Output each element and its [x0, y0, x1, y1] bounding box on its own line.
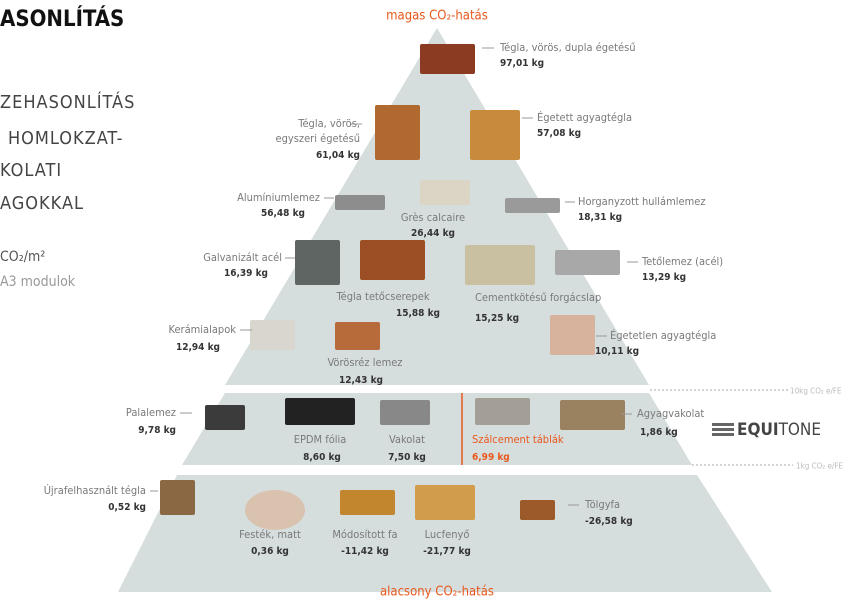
material-label: Vakolat — [389, 433, 425, 446]
material-label: Palalemez — [126, 406, 176, 419]
logo: EQUITONE — [712, 420, 821, 440]
logo-stripe — [712, 428, 734, 431]
material-image — [340, 490, 395, 515]
material-image — [420, 44, 475, 74]
bottom-label: alacsony CO₂-hatás — [380, 585, 494, 600]
material-value: -11,42 kg — [341, 546, 389, 557]
material-value: 7,50 kg — [388, 452, 426, 463]
material-label: Égetett agyagtégla — [537, 111, 632, 124]
material-label: Égetetlen agyagtégla — [610, 329, 716, 342]
material-value: 56,48 kg — [261, 208, 305, 219]
material-label: Alumíniumlemez — [237, 191, 320, 204]
threshold-label: 10kg CO₂ e/FE — [790, 387, 842, 396]
material-image — [560, 400, 625, 430]
material-label: Tölgyfa — [584, 498, 620, 511]
modules: A3 modulok — [0, 274, 76, 290]
material-value: 57,08 kg — [537, 128, 581, 139]
material-value: 10,11 kg — [595, 346, 639, 357]
material-image — [245, 490, 305, 530]
material-value: 26,44 kg — [411, 228, 455, 239]
material-value: 61,04 kg — [316, 150, 360, 161]
material-image — [250, 320, 295, 350]
material-label: Vörösréz lemez — [327, 356, 402, 369]
material-label: Szálcement táblák — [472, 433, 564, 446]
subtitle-line: HOMLOKZAT- — [8, 128, 124, 149]
material-value: 0,52 kg — [108, 502, 146, 513]
material-image — [555, 250, 620, 275]
material-value: 12,94 kg — [176, 342, 220, 353]
title: ASONLÍTÁS — [0, 6, 124, 32]
subtitle-line: AGOKKAL — [0, 193, 84, 214]
material-label: Tetőlemez (acél) — [641, 255, 723, 268]
material-image — [415, 485, 475, 520]
top-label: magas CO₂-hatás — [386, 9, 488, 24]
material-label: Cementkötésű forgácslap — [475, 291, 601, 304]
material-image — [475, 398, 530, 425]
material-image — [160, 480, 195, 515]
material-image — [380, 400, 430, 425]
material-value: 15,25 kg — [475, 313, 519, 324]
material-label: Grès calcaire — [401, 211, 465, 224]
material-value: -26,58 kg — [585, 516, 633, 527]
material-label: Agyagvakolat — [637, 407, 704, 420]
logo-stripe — [712, 433, 734, 436]
subtitle-line: KOLATI — [0, 160, 62, 181]
material-image — [470, 110, 520, 160]
material-value: 1,86 kg — [640, 427, 678, 438]
material-value: 8,60 kg — [303, 452, 341, 463]
material-label: Tégla, vörös, dupla égetésű — [499, 41, 636, 54]
material-image — [465, 245, 535, 285]
material-image — [335, 322, 380, 350]
material-value: 12,43 kg — [339, 375, 383, 386]
material-label: Tégla, vörös, — [297, 117, 360, 130]
material-image — [505, 198, 560, 213]
material-label: Módosított fa — [332, 528, 397, 541]
material-label: EPDM fólia — [294, 433, 347, 446]
threshold-label: 1kg CO₂ e/FE — [796, 462, 843, 471]
unit: CO₂/m² — [0, 249, 45, 265]
material-label: Lucfenyő — [425, 528, 470, 541]
material-value: 15,88 kg — [396, 308, 440, 319]
material-image — [335, 195, 385, 210]
material-image — [550, 315, 595, 355]
material-image — [360, 240, 425, 280]
material-value: 16,39 kg — [224, 268, 268, 279]
material-image — [205, 405, 245, 430]
material-value: 9,78 kg — [138, 425, 176, 436]
material-image — [420, 180, 470, 205]
material-value: 13,29 kg — [642, 272, 686, 283]
pyramid-top — [225, 28, 649, 385]
material-label: Újrafelhasznált tégla — [44, 484, 146, 497]
logo-light: TONE — [778, 420, 821, 440]
material-label: Horganyzott hullámlemez — [578, 195, 706, 208]
material-label: Galvanizált acél — [203, 251, 282, 264]
logo-text: EQUITONE — [737, 420, 821, 440]
material-value: 18,31 kg — [578, 212, 622, 223]
material-value: 6,99 kg — [472, 452, 510, 463]
material-label: Festék, matt — [239, 528, 301, 541]
material-value: 97,01 kg — [500, 58, 544, 69]
material-value: -21,77 kg — [423, 546, 471, 557]
material-label: Tégla tetőcserepek — [335, 290, 429, 303]
material-image — [295, 240, 340, 285]
material-label: egyszeri égetésű — [276, 132, 361, 145]
subtitle-line: ZEHASONLÍTÁS — [0, 91, 135, 113]
material-image — [375, 105, 420, 160]
logo-stripe — [712, 423, 734, 426]
material-image — [285, 398, 355, 425]
material-value: 0,36 kg — [251, 546, 289, 557]
material-image — [520, 500, 555, 520]
logo-bold: EQUI — [737, 420, 779, 440]
material-label: Kerámialapok — [169, 323, 237, 336]
